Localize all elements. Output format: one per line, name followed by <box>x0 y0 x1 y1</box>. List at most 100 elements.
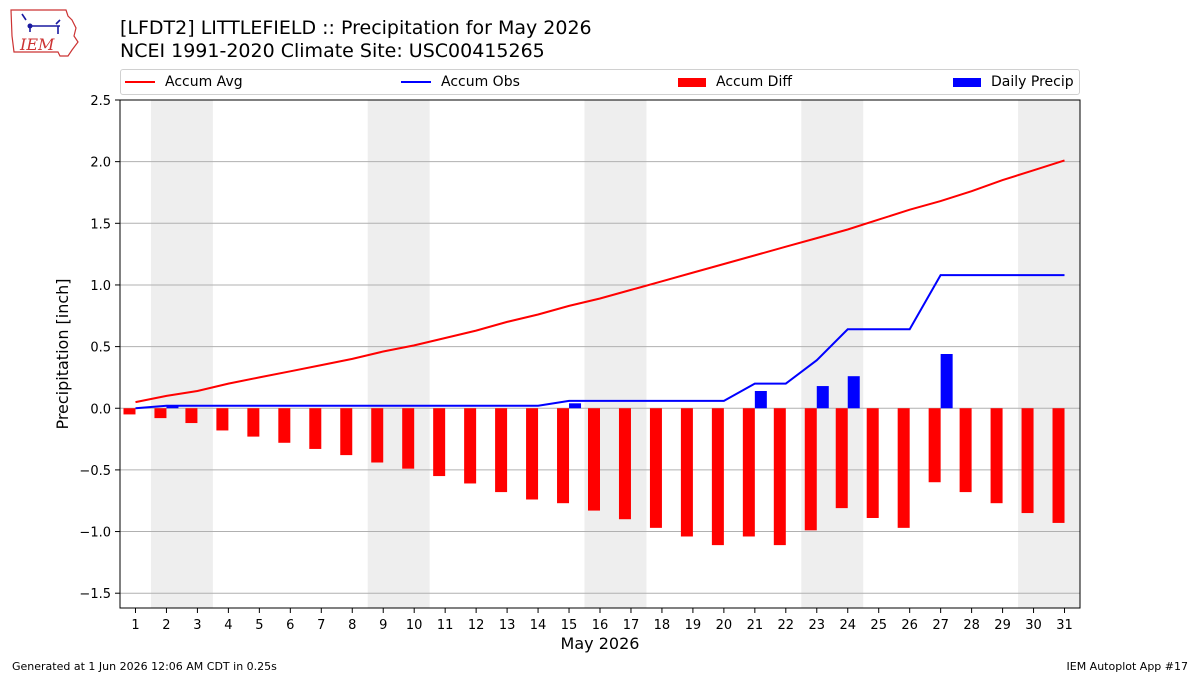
accum-diff-bar <box>866 408 879 518</box>
x-tick-label: 13 <box>499 618 516 633</box>
x-tick-label: 4 <box>224 618 232 633</box>
accum-diff-bar <box>340 408 353 456</box>
x-tick-label: 31 <box>1056 618 1073 633</box>
legend-swatch-accum-diff <box>678 77 706 87</box>
accum-diff-bar <box>557 408 570 504</box>
x-tick-label: 23 <box>809 618 826 633</box>
iowa-outline-icon <box>10 9 79 57</box>
accum-diff-bar <box>247 408 260 437</box>
x-tick-label: 3 <box>193 618 201 633</box>
accum-diff-bar <box>433 408 446 477</box>
accum-diff-bar <box>278 408 291 443</box>
accum-diff-bar <box>464 408 477 484</box>
legend-item-accum-diff: Accum Diff <box>678 70 792 94</box>
x-tick-label: 8 <box>348 618 356 633</box>
chart-title: [LFDT2] LITTLEFIELD :: Precipitation for… <box>120 17 592 39</box>
y-tick-label: −1.0 <box>79 526 111 541</box>
x-tick-label: 29 <box>994 618 1011 633</box>
legend-item-accum-avg: Accum Avg <box>125 70 243 94</box>
daily-precip-bar <box>816 386 829 409</box>
x-tick-label: 7 <box>317 618 325 633</box>
accum-diff-bar <box>526 408 539 500</box>
accum-diff-bar <box>773 408 786 546</box>
y-tick-label: −1.5 <box>79 587 111 602</box>
generated-footer: Generated at 1 Jun 2026 12:06 AM CDT in … <box>12 660 277 673</box>
app-footer: IEM Autoplot App #17 <box>1066 660 1189 673</box>
accum-diff-bar <box>618 408 631 520</box>
logo-text: IEM <box>19 35 55 54</box>
y-tick-label: 0.0 <box>90 402 111 417</box>
accum-diff-bar <box>835 408 848 509</box>
accum-diff-bar <box>649 408 662 528</box>
legend-swatch-accum-avg <box>125 81 155 83</box>
accum-diff-bar <box>680 408 693 537</box>
x-tick-label: 28 <box>963 618 980 633</box>
station-dot-icon <box>27 23 33 29</box>
legend-item-daily-precip: Daily Precip <box>953 70 1074 94</box>
x-tick-label: 24 <box>839 618 856 633</box>
daily-precip-bar <box>754 390 767 409</box>
accum-diff-bar <box>154 408 167 419</box>
accum-diff-bar <box>959 408 972 493</box>
x-tick-label: 27 <box>932 618 949 633</box>
legend-swatch-daily-precip <box>953 77 981 87</box>
x-tick-label: 5 <box>255 618 263 633</box>
x-tick-label: 1 <box>131 618 139 633</box>
x-tick-label: 26 <box>901 618 918 633</box>
y-tick-label: −0.5 <box>79 464 111 479</box>
x-tick-label: 6 <box>286 618 294 633</box>
x-tick-label: 2 <box>162 618 170 633</box>
accum-diff-bar <box>804 408 817 531</box>
accum-diff-bar <box>216 408 229 431</box>
accum-diff-bars <box>123 408 1065 546</box>
accum-diff-bar <box>928 408 941 483</box>
accum-diff-bar <box>1021 408 1034 514</box>
accum-diff-bar <box>185 408 198 424</box>
x-tick-label: 21 <box>747 618 764 633</box>
weekend-band <box>150 100 213 608</box>
legend-item-accum-obs: Accum Obs <box>401 70 520 94</box>
x-axis-label: May 2026 <box>561 634 640 653</box>
weekend-band <box>367 100 430 608</box>
chart-subtitle: NCEI 1991-2020 Climate Site: USC00415265 <box>120 40 545 62</box>
y-tick-label: 0.5 <box>90 341 111 356</box>
accum-diff-bar <box>897 408 910 528</box>
accum-diff-bar <box>123 408 136 415</box>
weekend-bands <box>150 100 1080 608</box>
accum-diff-bar <box>309 408 322 449</box>
legend-swatch-accum-obs <box>401 81 431 83</box>
accum-diff-bar <box>588 408 600 511</box>
x-tick-label: 20 <box>716 618 733 633</box>
legend-label-accum-avg: Accum Avg <box>165 74 243 90</box>
legend-label-accum-obs: Accum Obs <box>441 74 520 90</box>
y-axis-ticks: −1.5 −1.0 −0.5 0.0 0.5 1.0 1.5 2.0 2.5 <box>79 94 120 602</box>
y-tick-label: 1.0 <box>90 279 111 294</box>
x-tick-label: 19 <box>685 618 702 633</box>
accum-diff-bar <box>371 408 384 463</box>
accum-diff-bar <box>1052 408 1065 523</box>
accum-diff-bar <box>495 408 508 493</box>
y-tick-label: 1.5 <box>90 217 111 232</box>
x-tick-label: 9 <box>379 618 387 633</box>
accum-diff-bar <box>742 408 755 537</box>
x-tick-label: 18 <box>654 618 671 633</box>
weekend-band <box>1018 100 1080 608</box>
daily-precip-bar <box>940 354 953 409</box>
x-tick-label: 17 <box>623 618 640 633</box>
x-tick-label: 22 <box>778 618 795 633</box>
x-tick-label: 25 <box>870 618 887 633</box>
x-tick-label: 12 <box>468 618 485 633</box>
daily-precip-bars <box>166 354 953 409</box>
weather-glyph-icon <box>21 13 61 34</box>
accum-diff-bar <box>402 408 415 469</box>
y-axis-label: Precipitation [inch] <box>53 278 72 429</box>
x-axis-ticks: 1 2 3 4 5 6 7 8 9 10 11 12 13 14 15 16 17 18 19 20 21 22 23 24 2… <box>131 608 1073 633</box>
accum-diff-bar <box>990 408 1003 504</box>
chart-legend: Accum Avg Accum Obs Accum Diff Daily Pre… <box>120 69 1080 95</box>
x-tick-label: 30 <box>1025 618 1042 633</box>
x-tick-label: 14 <box>530 618 547 633</box>
daily-precip-bar <box>166 405 179 409</box>
y-tick-label: 2.0 <box>90 156 111 171</box>
accum-avg-line <box>135 159 1065 404</box>
